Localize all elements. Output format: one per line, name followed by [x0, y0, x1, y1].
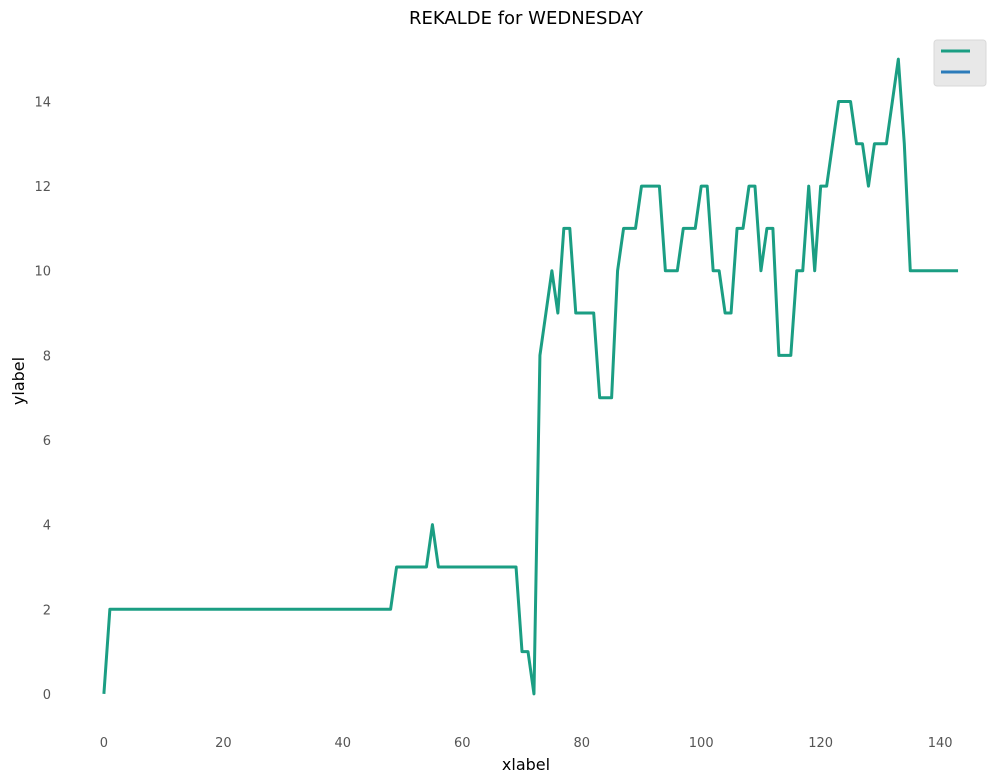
y-tick-label: 10	[34, 265, 51, 280]
y-axis-title: ylabel	[9, 357, 28, 405]
y-axis-ticks: 0 2 4 6 8 10 12 14	[34, 95, 51, 702]
x-tick-label: 20	[215, 736, 232, 751]
y-tick-label: 14	[34, 95, 51, 110]
series-group	[102, 57, 959, 696]
x-tick-label: 60	[454, 736, 471, 751]
y-tick-label: 0	[43, 688, 51, 703]
x-axis-ticks: 0 20 40 60 80 100 120 140	[100, 736, 953, 751]
x-axis-title: xlabel	[502, 755, 550, 774]
x-tick-label: 100	[689, 736, 714, 751]
y-tick-label: 12	[34, 180, 51, 195]
y-tick-label: 2	[43, 603, 51, 618]
legend-box	[933, 39, 987, 87]
y-tick-label: 8	[43, 349, 51, 364]
x-tick-label: 40	[335, 736, 352, 751]
y-tick-label: 6	[43, 434, 51, 449]
x-tick-label: 140	[928, 736, 953, 751]
y-tick-label: 4	[43, 519, 51, 534]
chart-title: REKALDE for WEDNESDAY	[409, 8, 644, 29]
x-tick-label: 120	[808, 736, 833, 751]
x-tick-label: 80	[573, 736, 590, 751]
series-line-1	[102, 57, 959, 696]
x-tick-label: 0	[100, 736, 108, 751]
legend	[933, 39, 987, 87]
